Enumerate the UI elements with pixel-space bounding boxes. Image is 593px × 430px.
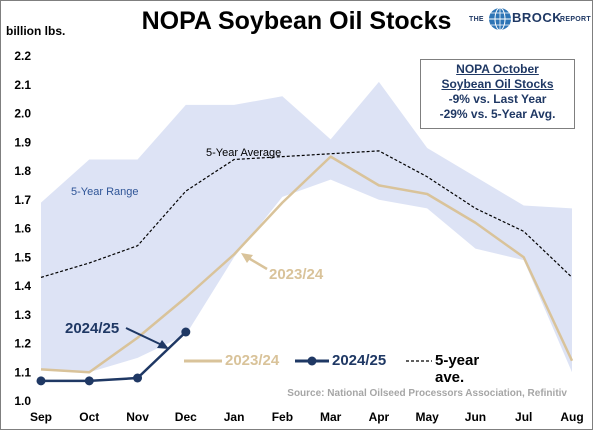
legend-swatch-5yr-avg bbox=[406, 360, 432, 362]
y-tick-label: 1.8 bbox=[14, 164, 31, 178]
y-tick-label: 1.5 bbox=[14, 250, 31, 264]
stocks-callout-box: NOPA October Soybean Oil Stocks -9% vs. … bbox=[420, 59, 575, 129]
series-line-2024-25 bbox=[41, 331, 187, 383]
legend-label-5yr-avg: 5-year ave. bbox=[435, 352, 480, 386]
y-tick-label: 2.1 bbox=[14, 78, 31, 92]
y-tick-label: 1.2 bbox=[14, 337, 31, 351]
legend-label-2024-25: 2024/25 bbox=[332, 352, 387, 369]
series-annotation-2023-24: 2023/24 bbox=[269, 266, 324, 283]
x-tick-label: Jun bbox=[465, 410, 486, 424]
avg-annotation-label: 5-Year Average bbox=[206, 147, 281, 159]
x-tick-label: Oct bbox=[79, 410, 99, 424]
arrow-2024-25 bbox=[125, 327, 165, 347]
x-tick-label: Mar bbox=[320, 410, 342, 424]
data-point-2024-25 bbox=[36, 376, 46, 386]
x-tick-label: Nov bbox=[126, 410, 149, 424]
series-annotation-2024-25: 2024/25 bbox=[65, 320, 119, 337]
callout-line-3: -9% vs. Last Year bbox=[448, 92, 547, 106]
x-tick-label: Feb bbox=[272, 410, 293, 424]
x-tick-label: Dec bbox=[175, 410, 197, 424]
x-tick-label: Aug bbox=[560, 410, 583, 424]
brock-report-logo: THE BROCK REPORT bbox=[467, 5, 591, 35]
series-line-2023-24 bbox=[40, 155, 574, 374]
x-tick-label: Apr bbox=[369, 410, 390, 424]
five-year-range-band bbox=[41, 81, 572, 373]
source-note: Source: National Oilseed Processors Asso… bbox=[287, 388, 567, 399]
y-tick-label: 1.9 bbox=[14, 135, 31, 149]
data-point-2024-25 bbox=[133, 373, 143, 383]
callout-line-2: Soybean Oil Stocks bbox=[441, 77, 554, 91]
y-tick-label: 2.0 bbox=[14, 107, 31, 121]
globe-icon bbox=[489, 7, 511, 31]
x-tick-label: Sep bbox=[30, 410, 52, 424]
x-tick-label: Jan bbox=[224, 410, 245, 424]
legend-label-2023-24: 2023/24 bbox=[225, 352, 280, 369]
y-tick-label: 1.4 bbox=[14, 279, 31, 293]
y-axis-unit-label: billion lbs. bbox=[6, 24, 66, 38]
y-tick-label: 1.6 bbox=[14, 222, 31, 236]
y-tick-label: 2.2 bbox=[14, 49, 31, 63]
logo-name: BROCK bbox=[512, 10, 563, 25]
x-tick-label: Jul bbox=[515, 410, 532, 424]
legend-swatch-2023-24 bbox=[184, 359, 222, 363]
arrowhead-2024-25 bbox=[157, 340, 169, 349]
data-point-2024-25 bbox=[84, 376, 94, 386]
y-tick-label: 1.1 bbox=[14, 365, 31, 379]
legend-swatch-2024-25 bbox=[295, 356, 329, 366]
range-annotation-label: 5-Year Range bbox=[71, 186, 138, 198]
data-point-2024-25 bbox=[181, 327, 191, 337]
callout-line-1: NOPA October bbox=[456, 62, 539, 76]
chart-title: NOPA Soybean Oil Stocks bbox=[141, 7, 452, 35]
y-tick-label: 1.0 bbox=[14, 394, 31, 408]
x-tick-label: May bbox=[416, 410, 440, 424]
y-tick-label: 1.3 bbox=[14, 308, 31, 322]
arrowhead-2023-24 bbox=[241, 253, 253, 263]
logo-suffix: REPORT bbox=[560, 16, 591, 23]
y-tick-label: 1.7 bbox=[14, 193, 31, 207]
logo-prefix: THE bbox=[469, 16, 484, 23]
callout-line-4: -29% vs. 5-Year Avg. bbox=[439, 107, 556, 121]
chart-legend: 2023/24 2024/25 5-year ave. bbox=[178, 348, 512, 386]
